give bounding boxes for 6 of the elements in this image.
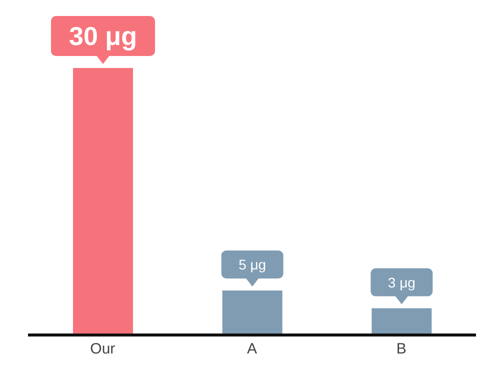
x-tick-label: Our [90, 340, 116, 358]
data-label: 3 μg [388, 274, 416, 290]
data-label: 5 μg [238, 256, 266, 272]
x-tick-label: A [246, 340, 258, 358]
data-label: 30 μg [69, 21, 137, 51]
x-tick-label: B [396, 340, 406, 358]
